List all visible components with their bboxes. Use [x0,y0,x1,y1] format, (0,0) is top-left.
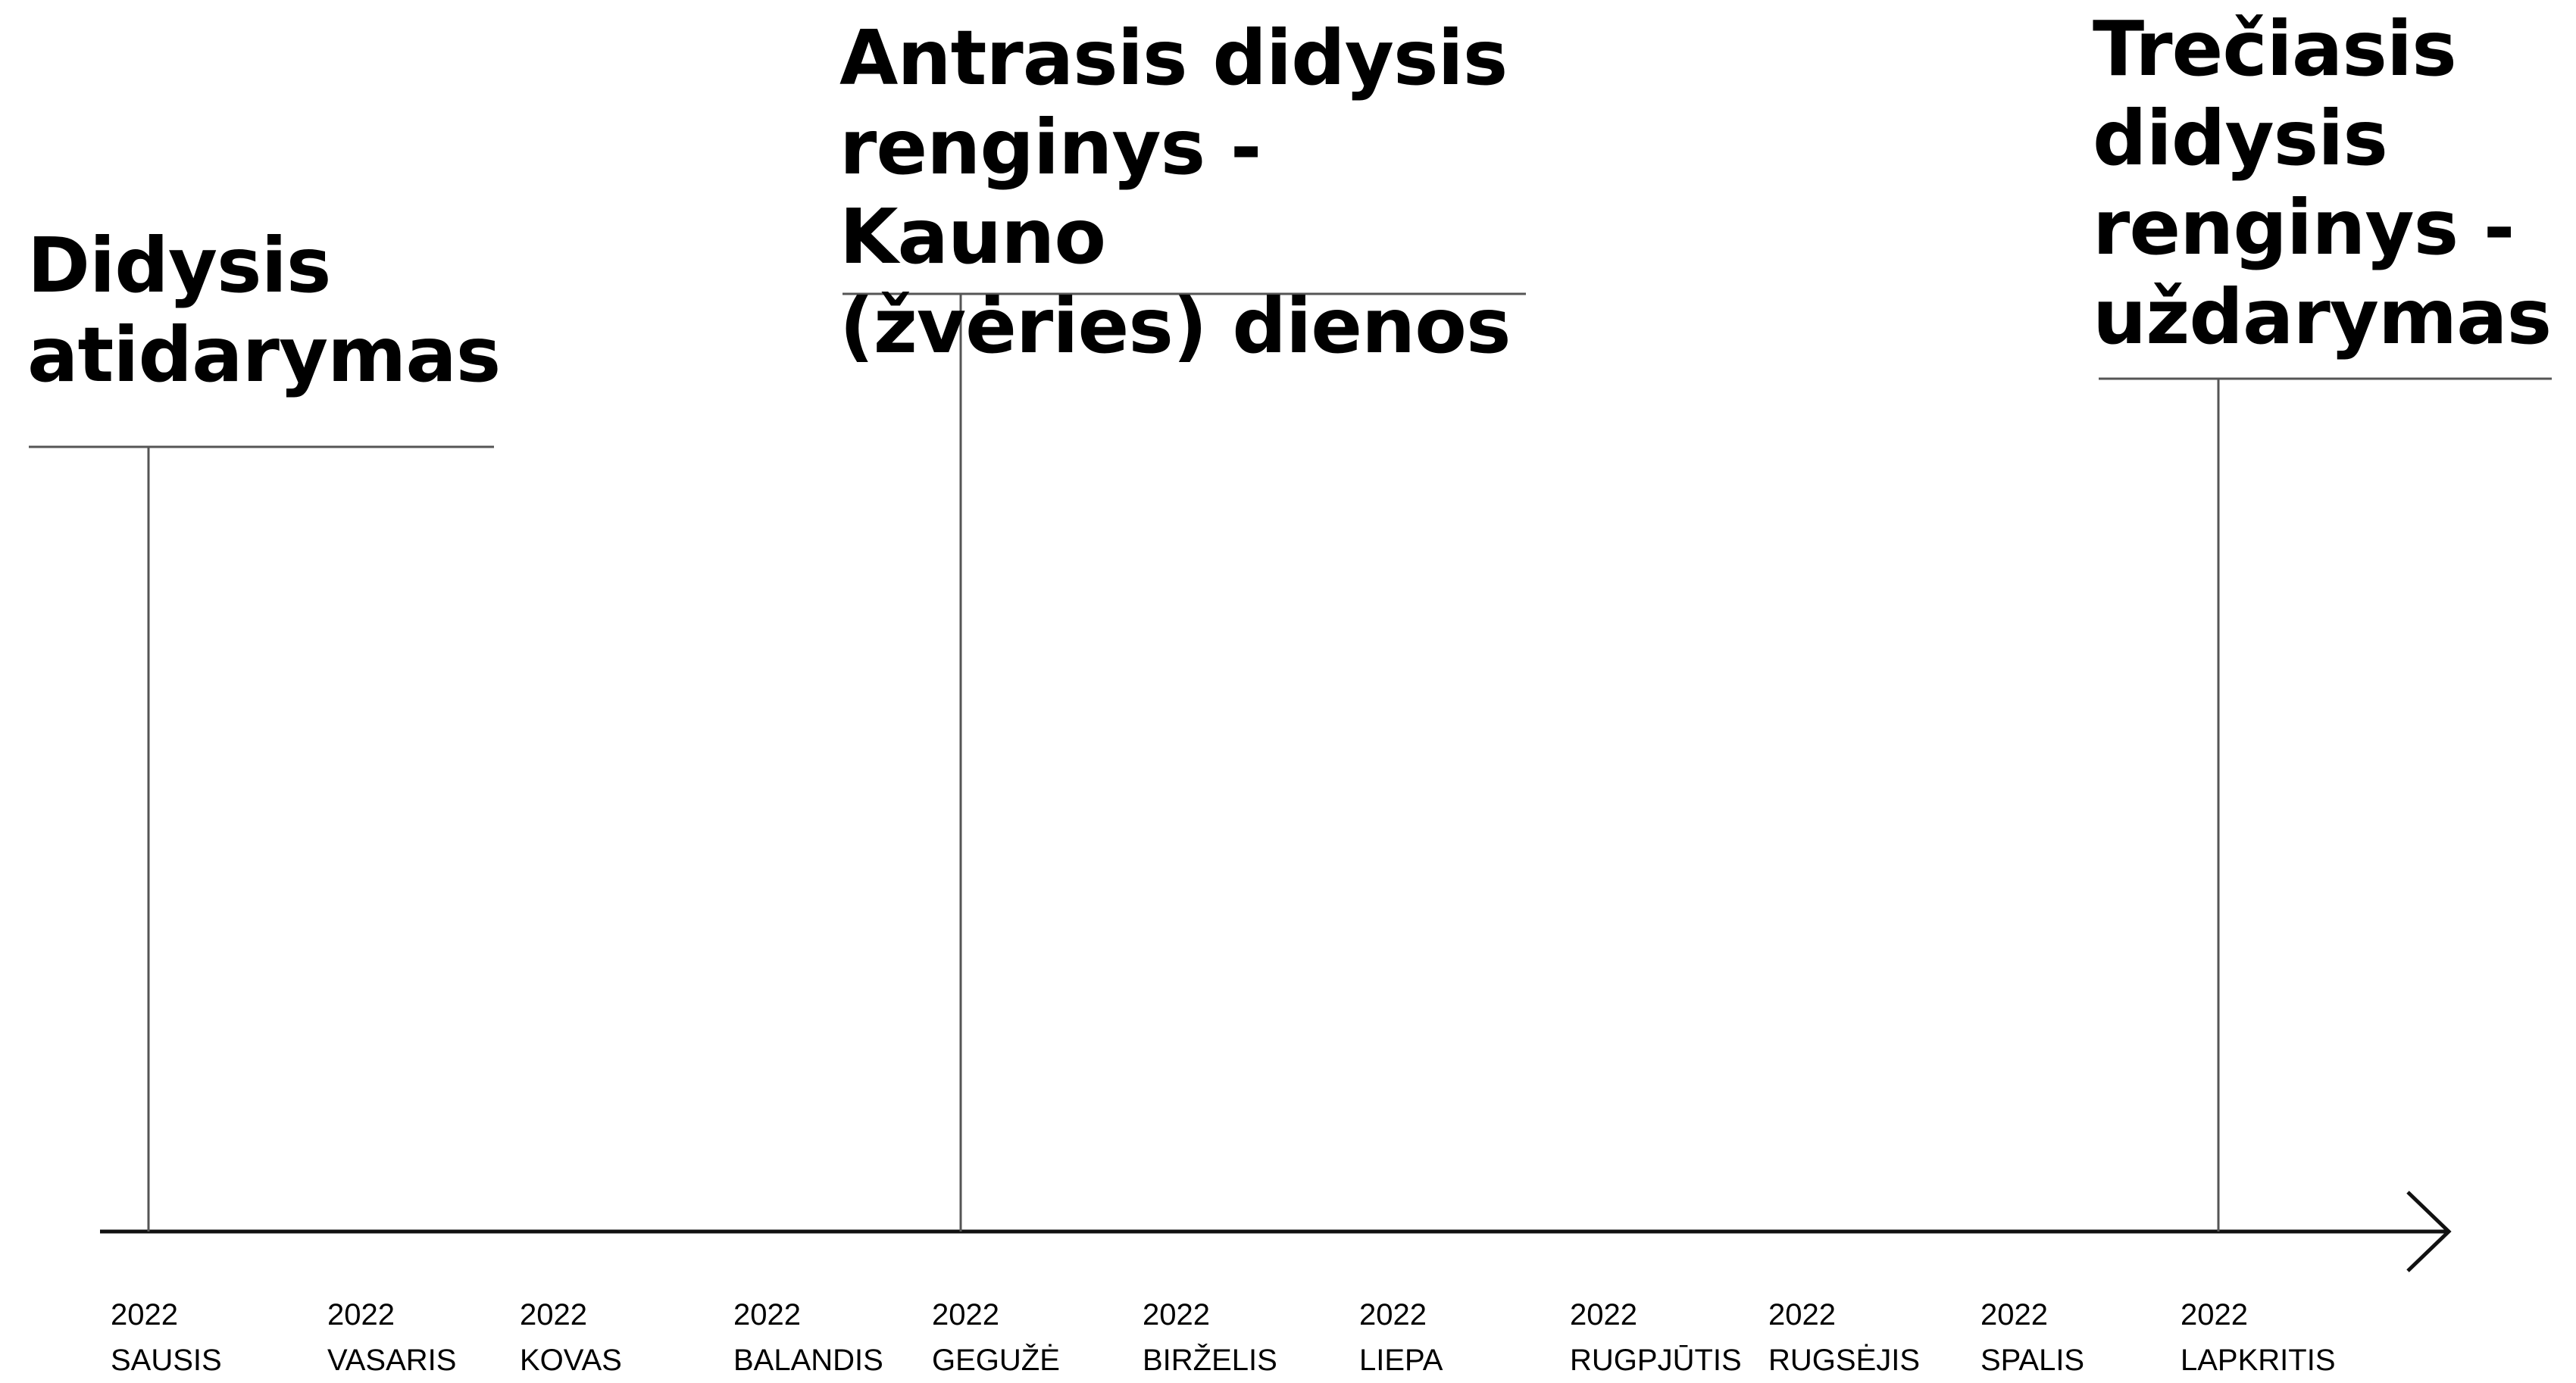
month-name: KOVAS [520,1344,622,1377]
month-name: LIEPA [1359,1344,1443,1377]
month-name: BALANDIS [733,1344,883,1377]
month-year: 2022 [2181,1298,2248,1331]
month-name: BIRŽELIS [1143,1344,1277,1377]
month-year: 2022 [1980,1298,2048,1331]
month-label-spalis: 2022 SPALIS [1980,1292,2084,1383]
month-label-rugsejis: 2022 RUGSĖJIS [1768,1292,1920,1383]
month-label-liepa: 2022 LIEPA [1359,1292,1443,1383]
month-name: GEGUŽĖ [932,1344,1060,1377]
month-year: 2022 [1359,1298,1427,1331]
month-label-geguze: 2022 GEGUŽĖ [932,1292,1060,1383]
month-year: 2022 [932,1298,999,1331]
month-label-kovas: 2022 KOVAS [520,1292,622,1383]
month-year: 2022 [111,1298,178,1331]
month-name: RUGSĖJIS [1768,1344,1921,1377]
month-name: LAPKRITIS [2181,1344,2336,1377]
event-title-grand-opening: Didysis atidarymas [27,221,501,399]
month-year: 2022 [1570,1298,1637,1331]
month-year: 2022 [520,1298,587,1331]
month-name: RUGPJŪTIS [1570,1344,1742,1377]
month-label-birzelis: 2022 BIRŽELIS [1143,1292,1277,1383]
month-label-rugpjutis: 2022 RUGPJŪTIS [1570,1292,1742,1383]
month-name: SAUSIS [111,1344,222,1377]
month-label-lapkritis: 2022 LAPKRITIS [2181,1292,2336,1383]
month-year: 2022 [327,1298,395,1331]
month-year: 2022 [733,1298,801,1331]
event-title-kaunas-days: Antrasis didysis renginys - Kauno (žvėri… [839,14,1511,370]
month-name: VASARIS [327,1344,457,1377]
event-title-closing: Trečiasis didysis renginys - uždarymas [2093,5,2552,361]
month-name: SPALIS [1980,1344,2085,1377]
timeline-arrow-icon [2406,1191,2452,1272]
month-label-balandis: 2022 BALANDIS [733,1292,883,1383]
month-year: 2022 [1143,1298,1210,1331]
month-label-sausis: 2022 SAUSIS [111,1292,222,1383]
month-label-vasaris: 2022 VASARIS [327,1292,456,1383]
month-year: 2022 [1768,1298,1836,1331]
